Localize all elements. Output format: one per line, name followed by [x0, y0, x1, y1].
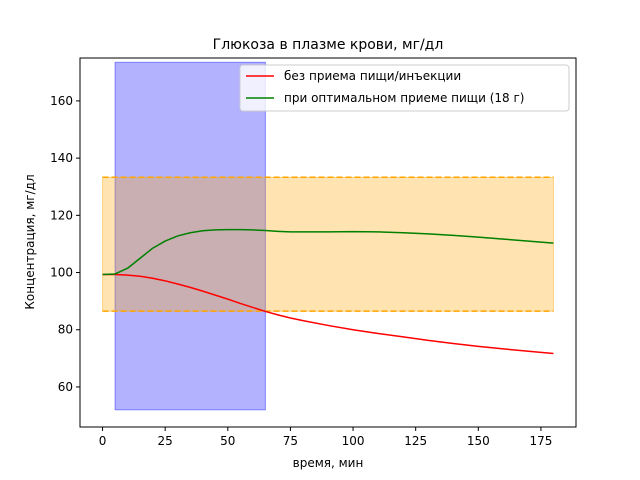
y-tick-label: 100	[50, 266, 73, 280]
legend-box	[239, 64, 570, 112]
shaded-region-1	[114, 61, 266, 411]
x-tick-label: 175	[529, 434, 552, 448]
shaded-region-2	[102, 176, 554, 312]
chart-title: Глюкоза в плазме крови, мг/дл	[213, 37, 444, 53]
x-axis-label: время, мин	[293, 456, 364, 470]
series-line-1	[102, 273, 554, 355]
x-tick-label: 75	[283, 434, 298, 448]
y-tick-label: 60	[58, 380, 73, 394]
axes-frame	[79, 57, 577, 428]
plot-area	[102, 61, 554, 411]
x-axis: 0 25 50 75 100 125 150 175	[99, 427, 552, 448]
y-tick-label: 160	[50, 94, 73, 108]
x-tick-label: 50	[220, 434, 235, 448]
y-axis-label: Концентрация, мг/дл	[23, 174, 37, 309]
y-tick-label: 120	[50, 208, 73, 222]
series-line-2	[102, 228, 554, 276]
y-axis: 60 80 100 120 140 160	[50, 94, 80, 394]
x-tick-label: 25	[158, 434, 173, 448]
x-tick-label: 125	[404, 434, 427, 448]
x-tick-label: 100	[342, 434, 365, 448]
legend-label-1: без приема пищи/инъекции	[284, 69, 461, 83]
x-tick-label: 150	[467, 434, 490, 448]
y-tick-label: 140	[50, 151, 73, 165]
legend: без приема пищи/инъекции при оптимальном …	[239, 64, 570, 112]
x-tick-label: 0	[99, 434, 107, 448]
y-tick-label: 80	[58, 323, 73, 337]
legend-label-2: при оптимальном приеме пищи (18 г)	[284, 91, 524, 105]
